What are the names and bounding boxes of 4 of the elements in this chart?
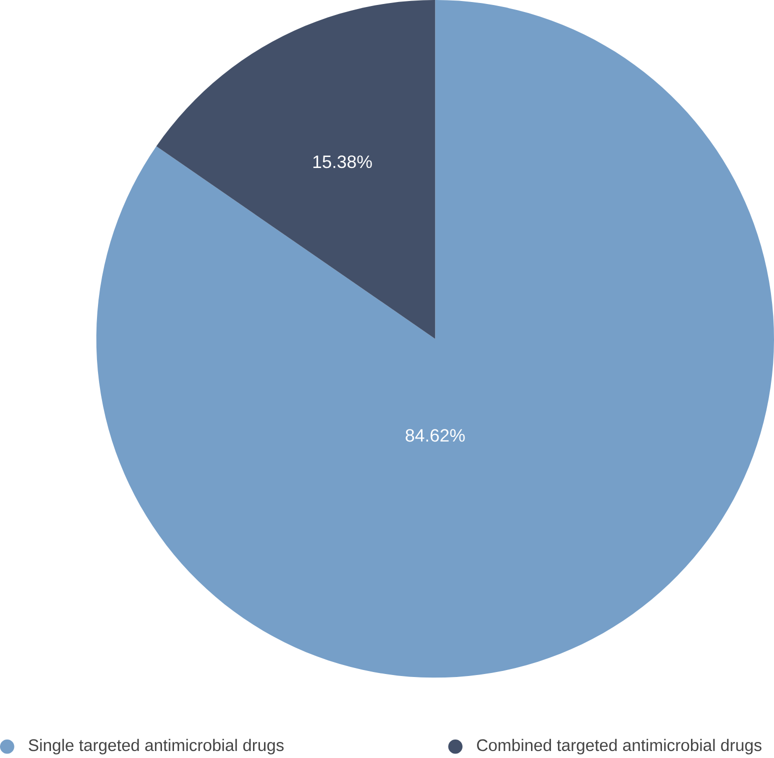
data-label: 84.62% [406, 428, 465, 442]
data-label: 15.38% [313, 155, 372, 168]
legend-label: Single targeted antimicrobial drugs [28, 738, 284, 754]
legend-label: Combined targeted antimicrobial drugs [477, 738, 762, 754]
